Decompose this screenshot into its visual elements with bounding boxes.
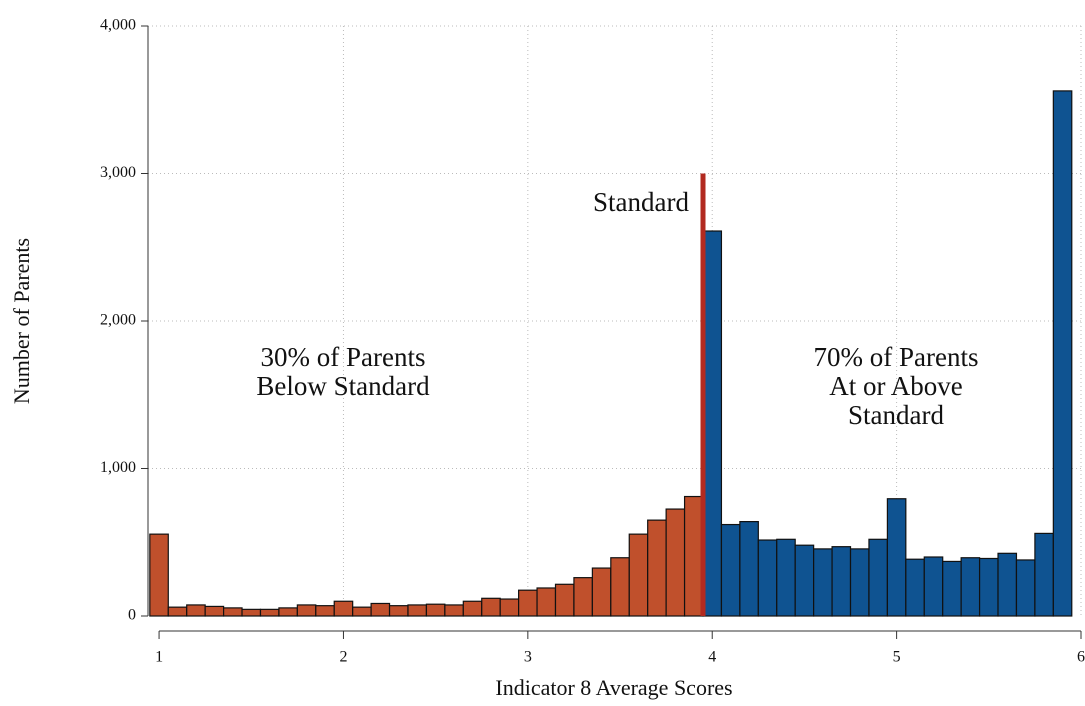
bar [813, 548, 833, 617]
bar [167, 606, 188, 617]
bar [352, 606, 372, 617]
bar [628, 533, 649, 617]
bar [720, 523, 741, 617]
x-tick-label: 2 [339, 649, 347, 666]
bar [278, 607, 298, 617]
bar [204, 605, 225, 617]
bar [739, 520, 759, 617]
x-tick-label: 3 [524, 649, 532, 666]
bar [518, 589, 538, 617]
bar [1034, 532, 1054, 617]
annotation: Below Standard [256, 371, 430, 401]
y-axis-title: Number of Parents [9, 238, 34, 404]
y-tick-label: 1,000 [100, 459, 136, 476]
bar [296, 604, 317, 617]
bar [997, 552, 1018, 617]
bar [499, 598, 520, 617]
bar [315, 605, 335, 617]
bar [960, 557, 981, 617]
y-tick-label: 2,000 [100, 312, 136, 329]
annotation: 30% of Parents [261, 342, 426, 372]
x-tick-label: 6 [1077, 649, 1085, 666]
bar [259, 608, 280, 617]
bar [554, 583, 575, 617]
bar [886, 498, 907, 617]
bar [333, 600, 354, 617]
bar [536, 587, 557, 617]
annotation: At or Above [829, 371, 963, 401]
bar [186, 604, 206, 617]
y-tick-label: 4,000 [100, 17, 136, 34]
y-tick-label: 3,000 [100, 164, 136, 181]
x-tick-label: 5 [893, 649, 901, 666]
bar [647, 519, 667, 617]
bar [222, 607, 243, 617]
bar [573, 577, 593, 617]
bar [149, 533, 169, 617]
annotation: Standard [848, 400, 944, 430]
bar [905, 558, 925, 617]
bar [665, 508, 686, 617]
bar [591, 567, 612, 617]
bar [407, 604, 428, 617]
bar [831, 546, 852, 617]
bar [757, 539, 778, 617]
bar [978, 557, 999, 617]
bar [683, 495, 704, 617]
bar [1052, 90, 1073, 617]
bar [1015, 559, 1036, 617]
bar [776, 538, 796, 617]
bar [923, 556, 944, 617]
bar [425, 603, 446, 617]
bar [481, 597, 501, 617]
bar [444, 604, 464, 617]
bar [462, 600, 483, 617]
standard-label: Standard [593, 187, 689, 217]
x-tick-label: 4 [708, 649, 716, 666]
bar [241, 608, 262, 617]
bar [610, 557, 630, 617]
bar [794, 544, 815, 617]
bar [942, 560, 962, 617]
bar [388, 605, 409, 617]
bar [849, 548, 870, 617]
bar [702, 230, 723, 617]
x-tick-label: 1 [155, 649, 163, 666]
bar [370, 602, 391, 617]
x-axis-title: Indicator 8 Average Scores [495, 675, 732, 700]
y-tick-label: 0 [128, 607, 136, 624]
bar [868, 538, 888, 617]
annotation: 70% of Parents [814, 342, 979, 372]
